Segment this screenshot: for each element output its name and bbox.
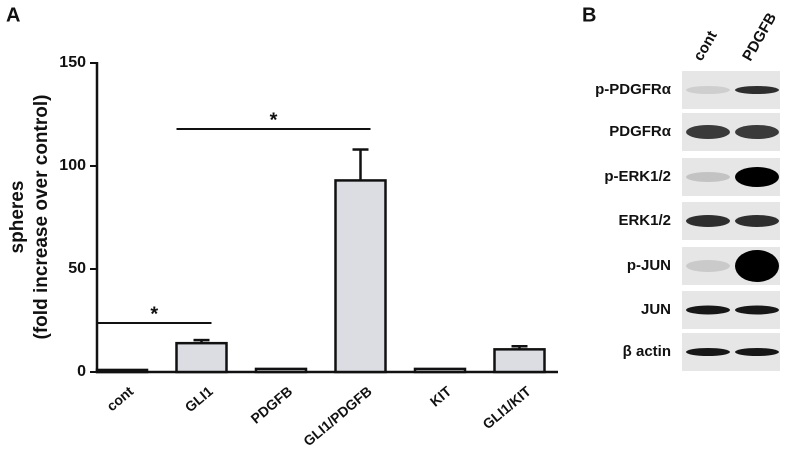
- y-axis-label: (fold increase over control): [31, 95, 52, 340]
- bar: [95, 368, 149, 374]
- blot-band: [686, 215, 730, 227]
- x-tick-label: PDGFB: [247, 383, 295, 427]
- y-tick-label: 100: [59, 157, 86, 174]
- panel-label: A: [6, 4, 20, 26]
- y-tick-label: 150: [59, 54, 86, 71]
- blot-band: [735, 215, 779, 227]
- y-tick-label: 50: [68, 260, 86, 277]
- blot-band: [735, 305, 779, 315]
- bar: [175, 341, 228, 374]
- row-label: PDGFRα: [609, 123, 672, 140]
- x-tick-label: GLI1/KIT: [479, 383, 534, 433]
- row-label: p-JUN: [627, 257, 671, 274]
- y-tick-label: 0: [77, 363, 86, 380]
- blot-band: [735, 125, 779, 139]
- blot-band: [686, 305, 730, 315]
- bar: [334, 179, 387, 374]
- bar: [254, 367, 308, 374]
- blot-band: [686, 172, 730, 182]
- blot-band: [686, 348, 730, 356]
- row-label: p-PDGFRα: [595, 81, 672, 98]
- blot-band: [686, 125, 730, 139]
- error-bar: [352, 148, 369, 181]
- x-tick-label: cont: [103, 383, 136, 414]
- bar: [413, 367, 467, 374]
- x-tick-label: GLI1/PDGFB: [300, 383, 375, 449]
- blot-band: [735, 167, 779, 187]
- row-label: ERK1/2: [618, 212, 671, 229]
- significance-mark: *: [270, 109, 278, 131]
- x-tick-label: GLI1: [182, 383, 216, 415]
- blot-band: [686, 260, 730, 272]
- panel-label: B: [582, 4, 596, 26]
- row-label: p-ERK1/2: [604, 168, 671, 185]
- blot-band: [735, 86, 779, 94]
- blot-band: [735, 348, 779, 356]
- blot-band: [686, 86, 730, 94]
- significance-mark: *: [150, 303, 158, 325]
- error-bar: [193, 338, 210, 344]
- bar: [493, 348, 546, 374]
- blot-band: [735, 250, 779, 282]
- row-label: JUN: [641, 301, 671, 318]
- row-label: β actin: [623, 343, 671, 360]
- error-bar: [511, 345, 528, 350]
- y-axis-label: spheres: [7, 181, 28, 254]
- x-tick-label: KIT: [427, 383, 455, 410]
- column-label: PDGFB: [739, 10, 780, 64]
- column-label: cont: [690, 28, 721, 64]
